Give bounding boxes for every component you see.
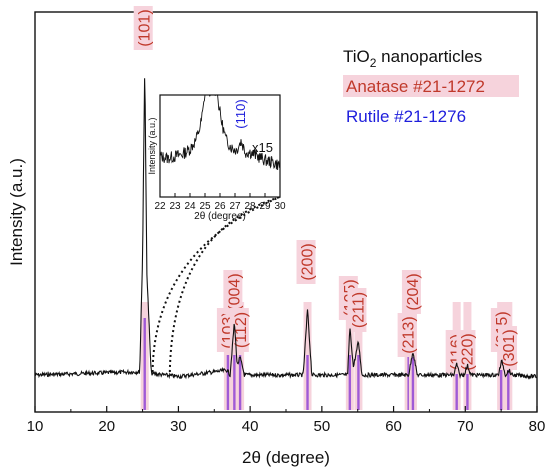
peak-label-bg — [223, 270, 243, 314]
x-tick-label: 10 — [27, 418, 44, 435]
connector-line — [168, 196, 281, 373]
peak-label: (301) — [501, 329, 518, 366]
peak-label-bg — [229, 308, 249, 352]
legend-title: TiO2 nanoparticles — [343, 47, 482, 70]
peak-label-group: (004) — [223, 270, 243, 314]
peak-label: (204) — [405, 273, 422, 310]
inset-tick-label: 22 — [154, 201, 166, 212]
x-tick-label: 70 — [457, 418, 474, 435]
main-series — [34, 78, 538, 380]
legend-title-subscript: 2 — [370, 56, 377, 70]
x-tick-label: 60 — [385, 418, 402, 435]
peak-label-bg — [401, 270, 421, 314]
peak-label-bg — [296, 240, 316, 284]
peak-label: (220) — [459, 333, 476, 370]
inset-tick-label: 30 — [274, 201, 286, 212]
inset-tick-label: 29 — [259, 201, 271, 212]
peak-label: (112) — [233, 312, 250, 348]
x-axis-title: 2θ (degree) — [242, 448, 330, 467]
peak-label: (200) — [300, 243, 317, 280]
peak-label: (211) — [350, 292, 367, 328]
inset-series — [159, 94, 281, 171]
peak-labels: (101)(103)(004)(112)(200)(105)(211)(213)… — [133, 6, 518, 374]
inset-y-title: Intensity (a.u.) — [147, 117, 157, 174]
inset-multiplier: x15 — [252, 140, 273, 155]
peak-label-group: (204) — [401, 270, 422, 314]
inset-chart: 22 23 24 25 26 27 28 29 30 2θ (degree) Intensity… — [147, 94, 286, 222]
xrd-curve — [34, 78, 538, 380]
inset-tick-label: 25 — [199, 201, 211, 212]
peak-label-bg — [133, 6, 153, 50]
inset-rutile-annotation: (110) — [233, 99, 248, 128]
legend-rutile: Rutile #21-1276 — [346, 107, 466, 126]
peak-label-bg — [456, 330, 476, 374]
peak-label-bg — [397, 313, 417, 357]
peak-label-group: (213) — [397, 313, 418, 357]
inset-tick-label: 26 — [214, 201, 226, 212]
inset-tick-label: 24 — [184, 201, 196, 212]
inset-x-title: 2θ (degree) — [194, 211, 246, 222]
peak-label-group: (220) — [456, 330, 476, 374]
x-tick-label: 40 — [242, 418, 259, 435]
x-tick-label: 80 — [529, 418, 546, 435]
inset-tick-label: 27 — [229, 201, 241, 212]
inset-tick-label: 23 — [169, 201, 181, 212]
inset-connector — [151, 196, 281, 373]
peak-label: (101) — [137, 9, 154, 46]
x-tick-label: 30 — [170, 418, 187, 435]
peak-label-bg — [347, 288, 367, 332]
connector-line — [151, 196, 281, 373]
x-tick-label: 50 — [314, 418, 331, 435]
legend-anatase: Anatase #21-1272 — [346, 77, 485, 96]
inset-curve — [159, 94, 281, 171]
peak-label-group: (301) — [498, 326, 518, 370]
peak-label-group: (211) — [347, 288, 367, 332]
y-axis-title: Intensity (a.u.) — [7, 158, 26, 266]
peak-label-group: (112) — [229, 308, 250, 352]
peak-label-bg — [498, 326, 518, 370]
x-axis-ticks: 10 20 30 40 50 60 70 80 — [27, 406, 546, 435]
inset-tick-label: 28 — [244, 201, 256, 212]
inset-x-ticks: 22 23 24 25 26 27 28 29 30 — [154, 193, 286, 212]
peak-label: (213) — [401, 316, 418, 353]
legend-anatase-bg — [343, 75, 519, 97]
peak-label-group: (101) — [133, 6, 154, 50]
peak-label: (004) — [226, 273, 243, 310]
peak-label-group: (200) — [296, 240, 317, 284]
x-tick-label: 20 — [98, 418, 115, 435]
